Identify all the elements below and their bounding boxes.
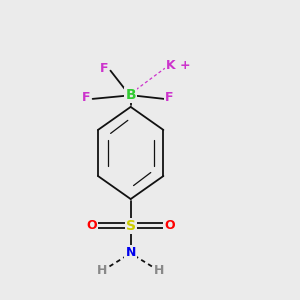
Text: K +: K + <box>166 59 190 72</box>
Text: F: F <box>100 62 108 75</box>
Text: F: F <box>82 92 90 104</box>
Text: O: O <box>164 219 175 232</box>
Text: H: H <box>97 264 108 277</box>
Text: B: B <box>125 88 136 102</box>
Text: O: O <box>87 219 98 232</box>
Text: N: N <box>125 246 136 259</box>
Text: H: H <box>154 264 164 277</box>
Text: S: S <box>126 219 136 233</box>
Text: F: F <box>165 92 174 104</box>
